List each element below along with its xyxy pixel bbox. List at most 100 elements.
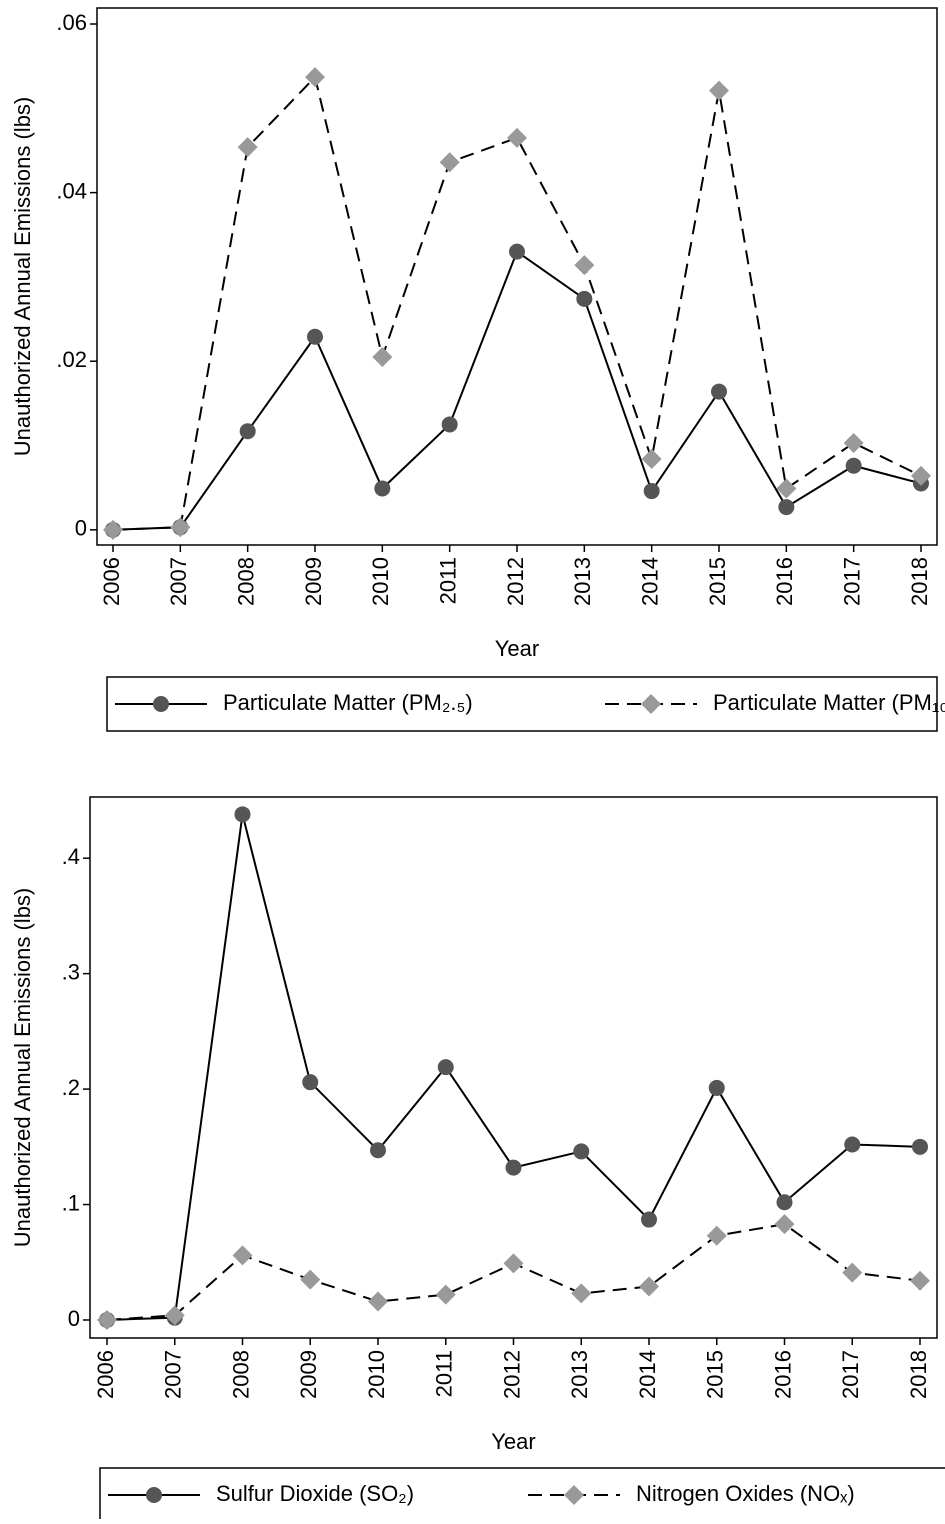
marker <box>441 416 458 433</box>
marker <box>911 465 931 486</box>
y-tick-label: .06 <box>56 10 87 35</box>
x-tick-label: 2007 <box>166 557 191 606</box>
legend-marker <box>641 694 661 714</box>
y-tick-label: .1 <box>62 1190 80 1215</box>
x-tick-label: 2010 <box>364 1350 389 1399</box>
marker <box>709 80 729 101</box>
marker <box>776 478 797 499</box>
marker <box>300 1269 321 1290</box>
y-axis-title: Unauthorized Annual Emissions (lbs) <box>10 97 35 457</box>
x-axis-title: Year <box>495 636 539 661</box>
legend-box <box>106 676 938 732</box>
x-tick-label: 2013 <box>567 1350 592 1399</box>
y-tick-label: .4 <box>62 844 80 869</box>
x-tick-label: 2014 <box>637 557 662 606</box>
marker <box>103 519 123 540</box>
x-tick-label: 2009 <box>296 1350 321 1399</box>
y-tick-label: .3 <box>62 959 80 984</box>
marker <box>305 67 325 88</box>
legend-marker <box>564 1485 584 1505</box>
legend-label: Particulate Matter (PM₁₀) <box>713 690 945 715</box>
marker <box>910 1270 930 1291</box>
series-line <box>112 250 922 531</box>
plot-frame <box>96 7 938 546</box>
x-tick-label: 2012 <box>499 1350 524 1399</box>
x-tick-label: 2018 <box>907 557 932 606</box>
marker <box>437 1059 454 1076</box>
marker <box>576 290 593 307</box>
marker <box>307 328 323 345</box>
x-tick-label: 2009 <box>301 557 326 606</box>
marker <box>503 1253 524 1274</box>
marker <box>639 1276 659 1297</box>
marker <box>439 152 460 173</box>
marker <box>641 1211 657 1228</box>
marker <box>232 1245 253 1266</box>
marker <box>97 1309 117 1330</box>
marker <box>237 137 258 158</box>
x-tick-label: 2015 <box>703 1350 728 1399</box>
marker <box>778 499 795 516</box>
marker <box>643 483 660 500</box>
x-axis-title: Year <box>491 1429 535 1454</box>
marker <box>302 1074 319 1091</box>
marker <box>170 517 191 538</box>
y-axis-title: Unauthorized Annual Emissions (lbs) <box>10 888 35 1248</box>
x-tick-label: 2012 <box>503 557 528 606</box>
x-tick-label: 2006 <box>99 557 124 606</box>
x-tick-label: 2008 <box>233 557 258 606</box>
marker <box>435 1284 456 1305</box>
y-tick-label: 0 <box>75 516 87 541</box>
marker <box>507 127 527 148</box>
x-tick-label: 2010 <box>368 557 393 606</box>
x-tick-label: 2011 <box>435 557 460 604</box>
marker <box>706 1225 727 1246</box>
y-tick-label: 0 <box>68 1306 80 1331</box>
marker <box>774 1214 795 1235</box>
marker <box>374 480 391 497</box>
x-tick-label: 2006 <box>93 1350 118 1399</box>
x-tick-label: 2018 <box>906 1350 931 1399</box>
marker <box>574 255 595 276</box>
legend-box <box>99 1467 945 1524</box>
legend-marker <box>153 696 169 712</box>
marker <box>505 1159 522 1176</box>
marker <box>370 1142 386 1159</box>
marker <box>368 1291 388 1312</box>
x-tick-label: 2008 <box>228 1350 253 1399</box>
x-tick-label: 2014 <box>635 1350 660 1399</box>
marker <box>164 1305 185 1326</box>
y-tick-label: .02 <box>56 347 87 372</box>
marker <box>641 449 662 470</box>
y-tick-label: .04 <box>56 178 87 203</box>
series-line <box>106 814 921 1321</box>
marker <box>776 1194 793 1211</box>
marker <box>843 432 864 453</box>
legend-label: Sulfur Dioxide (SO₂) <box>216 1481 414 1506</box>
marker <box>912 1138 928 1155</box>
marker <box>571 1283 592 1304</box>
y-tick-label: .2 <box>62 1075 80 1100</box>
marker <box>844 1136 861 1153</box>
x-tick-label: 2016 <box>772 557 797 606</box>
x-tick-label: 2013 <box>570 557 595 606</box>
legend-label: Particulate Matter (PM₂.₅) <box>223 690 473 715</box>
marker <box>708 1079 725 1096</box>
x-tick-label: 2017 <box>838 1350 863 1399</box>
x-tick-label: 2016 <box>770 1350 795 1399</box>
marker <box>711 383 727 400</box>
marker <box>509 243 525 260</box>
marker <box>842 1262 863 1283</box>
marker <box>573 1143 590 1160</box>
x-tick-label: 2017 <box>839 557 864 606</box>
x-tick-label: 2007 <box>161 1350 186 1399</box>
marker <box>372 347 393 368</box>
marker <box>239 423 256 440</box>
legend-label: Nitrogen Oxides (NOₓ) <box>636 1481 855 1506</box>
x-tick-label: 2015 <box>705 557 730 606</box>
marker <box>845 457 862 474</box>
x-tick-label: 2011 <box>432 1350 457 1397</box>
marker <box>234 806 251 823</box>
